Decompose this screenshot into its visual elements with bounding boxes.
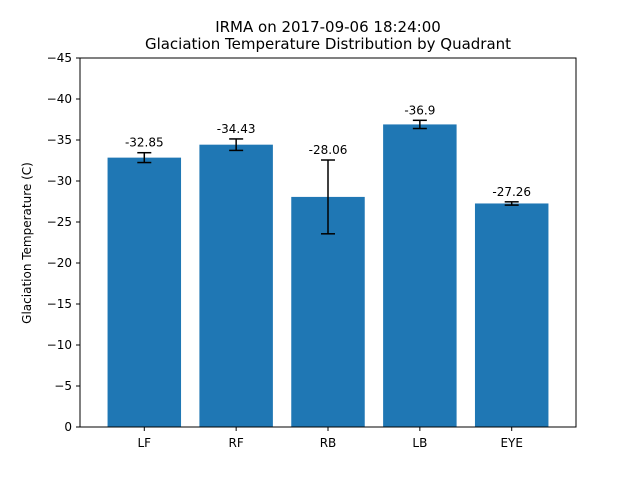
data-label-lf: -32.85 [125, 136, 164, 150]
chart-title: IRMA on 2017-09-06 18:24:00 [215, 18, 441, 36]
x-tick-label-rf: RF [229, 436, 244, 450]
y-tick-label: −40 [47, 92, 72, 106]
y-tick-label: −25 [47, 215, 72, 229]
y-tick-label: −30 [47, 174, 72, 188]
x-tick-label-lb: LB [412, 436, 427, 450]
y-tick-label: −15 [47, 297, 72, 311]
data-label-rf: -34.43 [217, 122, 256, 136]
data-label-eye: -27.26 [492, 185, 531, 199]
data-labels-group: -32.85 -34.43 -28.06 -36.9 -27.26 [125, 103, 531, 199]
bar-eye [474, 203, 549, 427]
error-bars-group [137, 119, 519, 235]
y-tick-label: −10 [47, 338, 72, 352]
chart-subtitle: Glaciation Temperature Distribution by Q… [145, 35, 511, 53]
x-tick-label-lf: LF [137, 436, 151, 450]
x-axis: LF RF RB LB EYE [137, 427, 523, 450]
bar-lf [107, 157, 182, 427]
data-label-rb: -28.06 [309, 143, 348, 157]
y-tick-label: −20 [47, 256, 72, 270]
y-tick-label: −45 [47, 51, 72, 65]
x-tick-label-rb: RB [320, 436, 337, 450]
y-tick-label: −5 [54, 379, 72, 393]
bar-lb [383, 124, 457, 428]
bar-rb [291, 196, 365, 427]
bars-group [107, 124, 549, 428]
y-axis: 0 −5 −10 −15 −20 −25 −30 −35 −40 −45 [47, 51, 80, 434]
data-label-lb: -36.9 [404, 103, 435, 117]
bar-rf [199, 144, 273, 427]
x-tick-label-eye: EYE [500, 436, 523, 450]
y-axis-label: Glaciation Temperature (C) [20, 162, 34, 324]
y-tick-label: 0 [64, 420, 72, 434]
plot-frame [79, 57, 577, 428]
y-tick-label: −35 [47, 133, 72, 147]
